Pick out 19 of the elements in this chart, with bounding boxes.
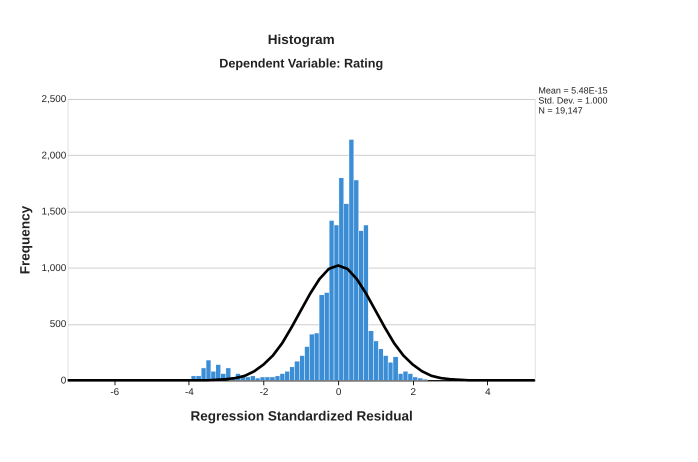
x-tick-label: -2	[260, 387, 269, 398]
y-tick-label: 2,500	[41, 94, 67, 106]
text: N = 19,147	[538, 105, 583, 116]
y-tick-label: 2,000	[41, 150, 67, 162]
x-axis-title: Regression Standardized Residual	[190, 408, 413, 424]
x-tick-label: -6	[110, 387, 120, 398]
chart-subtitle: Dependent Variable: Rating	[219, 56, 384, 70]
chart-title: Histogram	[268, 32, 335, 47]
y-tick-label: 1,500	[41, 206, 67, 218]
y-tick-label: 500	[50, 319, 67, 330]
y-tick-label: 0	[60, 375, 67, 386]
y-axis-title: Frequency	[18, 205, 33, 274]
text: Std. Dev. = 1.000	[538, 95, 608, 106]
y-tick-label: 1,000	[41, 262, 67, 274]
x-tick-label: 0	[336, 387, 342, 398]
x-tick-label: -4	[184, 387, 194, 398]
x-tick-label: 4	[485, 387, 492, 398]
x-tick-label: 2	[410, 387, 416, 398]
text: Mean = 5.48E-15	[538, 86, 608, 96]
